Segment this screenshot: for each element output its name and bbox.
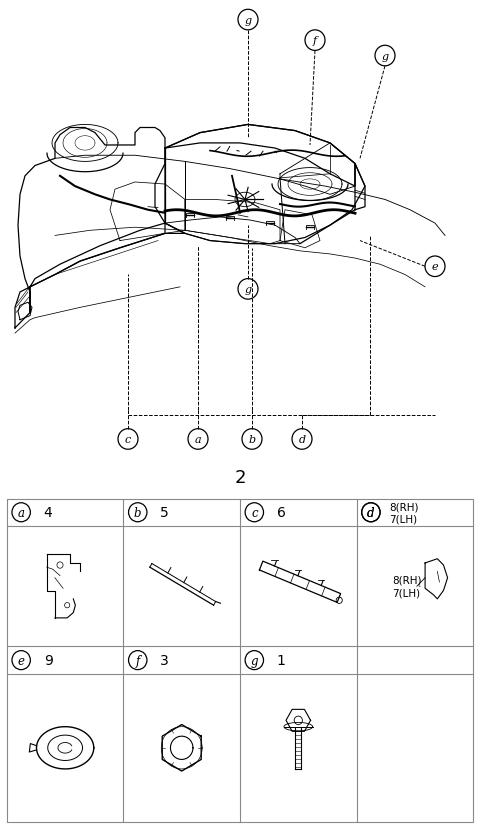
Text: a: a (195, 435, 201, 445)
Text: c: c (251, 506, 258, 519)
Text: c: c (125, 435, 131, 445)
Text: a: a (18, 506, 24, 519)
Text: 4: 4 (44, 506, 52, 520)
Text: e: e (18, 654, 24, 667)
Text: d: d (367, 506, 375, 519)
Text: f: f (313, 36, 317, 46)
Text: g: g (382, 51, 389, 61)
Text: b: b (134, 506, 142, 519)
Text: g: g (251, 654, 258, 667)
Text: d: d (367, 506, 375, 519)
Text: 8(RH): 8(RH) (392, 575, 422, 585)
Text: 9: 9 (44, 653, 52, 667)
Text: 8(RH): 8(RH) (389, 503, 419, 513)
Text: g: g (244, 285, 252, 295)
Text: 7(LH): 7(LH) (392, 588, 420, 598)
Text: 3: 3 (160, 653, 169, 667)
Text: f: f (135, 654, 140, 667)
Text: g: g (244, 16, 252, 26)
Text: 7(LH): 7(LH) (389, 514, 418, 524)
Text: d: d (299, 435, 306, 445)
Text: 5: 5 (160, 506, 169, 520)
Text: 6: 6 (277, 506, 286, 520)
Text: b: b (249, 435, 255, 445)
Text: 1: 1 (277, 653, 286, 667)
Text: 2: 2 (234, 469, 246, 486)
Text: e: e (432, 262, 438, 272)
